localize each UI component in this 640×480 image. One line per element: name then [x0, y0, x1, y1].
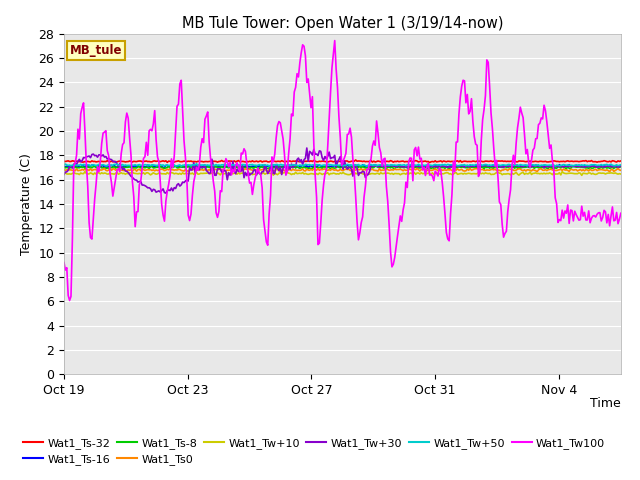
Wat1_Tw+10	[467, 171, 474, 177]
Wat1_Ts-16	[243, 164, 251, 170]
Wat1_Tw+50	[60, 162, 68, 168]
Wat1_Ts0	[281, 168, 289, 174]
Wat1_Tw100	[617, 210, 625, 216]
Wat1_Ts0	[467, 166, 474, 171]
Wat1_Tw100	[282, 172, 290, 178]
Wat1_Tw+10	[578, 172, 586, 178]
Line: Wat1_Tw+50: Wat1_Tw+50	[64, 164, 621, 166]
Text: Time: Time	[590, 396, 621, 409]
Wat1_Ts0	[410, 166, 418, 172]
Wat1_Ts-32	[412, 158, 419, 164]
Wat1_Ts0	[241, 166, 249, 172]
Wat1_Ts0	[606, 169, 614, 175]
Wat1_Tw+50	[413, 162, 421, 168]
Legend: Wat1_Ts-32, Wat1_Ts-16, Wat1_Ts-8, Wat1_Ts0, Wat1_Tw+10, Wat1_Tw+30, Wat1_Tw+50,: Wat1_Ts-32, Wat1_Ts-16, Wat1_Ts-8, Wat1_…	[19, 433, 610, 469]
Y-axis label: Temperature (C): Temperature (C)	[20, 153, 33, 255]
Wat1_Tw100	[468, 96, 476, 102]
Wat1_Tw+10	[463, 171, 471, 177]
Wat1_Ts-16	[127, 164, 135, 169]
Wat1_Tw+30	[617, 163, 625, 169]
Wat1_Ts-8	[463, 165, 471, 170]
Line: Wat1_Ts-8: Wat1_Ts-8	[64, 166, 621, 169]
Wat1_Tw+30	[60, 171, 68, 177]
Wat1_Ts0	[60, 167, 68, 173]
Wat1_Tw+50	[266, 163, 273, 169]
Wat1_Tw+30	[162, 190, 170, 196]
Wat1_Ts-32	[241, 159, 249, 165]
Wat1_Tw+30	[282, 162, 290, 168]
Wat1_Ts-32	[60, 158, 68, 164]
Wat1_Ts-8	[480, 167, 488, 172]
Wat1_Ts-16	[617, 163, 625, 169]
Wat1_Tw+50	[193, 161, 200, 167]
Wat1_Ts0	[463, 166, 471, 172]
Wat1_Tw+10	[60, 171, 68, 177]
Line: Wat1_Ts-32: Wat1_Ts-32	[64, 160, 621, 163]
Wat1_Tw+30	[303, 145, 310, 151]
Wat1_Tw+30	[465, 164, 472, 170]
Wat1_Tw100	[66, 298, 74, 303]
Wat1_Ts-8	[617, 164, 625, 169]
Wat1_Ts-8	[467, 165, 474, 170]
Wat1_Ts-32	[468, 159, 476, 165]
Wat1_Ts-16	[413, 164, 421, 170]
Wat1_Ts-8	[172, 163, 179, 169]
Wat1_Ts-16	[403, 165, 411, 171]
Wat1_Ts0	[413, 166, 421, 171]
Line: Wat1_Tw+10: Wat1_Tw+10	[64, 172, 621, 175]
Wat1_Tw+50	[617, 162, 625, 168]
Title: MB Tule Tower: Open Water 1 (3/19/14-now): MB Tule Tower: Open Water 1 (3/19/14-now…	[182, 16, 503, 31]
Line: Wat1_Ts0: Wat1_Ts0	[64, 168, 621, 172]
Line: Wat1_Tw+30: Wat1_Tw+30	[64, 148, 621, 193]
Wat1_Ts-32	[465, 158, 472, 164]
Wat1_Ts-8	[412, 164, 419, 170]
Wat1_Ts-8	[243, 164, 251, 169]
Wat1_Tw100	[331, 38, 339, 44]
Wat1_Tw+10	[282, 170, 290, 176]
Wat1_Ts-8	[127, 165, 135, 171]
Wat1_Tw+50	[127, 162, 135, 168]
Wat1_Ts-32	[281, 159, 289, 165]
Wat1_Tw+50	[243, 162, 251, 168]
Wat1_Ts-16	[468, 164, 476, 170]
Wat1_Tw+30	[468, 163, 476, 169]
Wat1_Ts-8	[282, 164, 290, 170]
Wat1_Tw+30	[413, 163, 421, 168]
Line: Wat1_Tw100: Wat1_Tw100	[64, 41, 621, 300]
Text: MB_tule: MB_tule	[70, 44, 122, 57]
Line: Wat1_Ts-16: Wat1_Ts-16	[64, 164, 621, 168]
Wat1_Tw100	[465, 111, 472, 117]
Wat1_Tw+10	[617, 171, 625, 177]
Wat1_Ts-16	[169, 161, 177, 167]
Wat1_Tw+10	[129, 169, 136, 175]
Wat1_Tw100	[413, 153, 421, 159]
Wat1_Ts-32	[127, 158, 135, 164]
Wat1_Ts-32	[352, 157, 360, 163]
Wat1_Tw+30	[127, 173, 135, 179]
Wat1_Tw+10	[243, 171, 251, 177]
Wat1_Tw100	[129, 179, 136, 184]
Wat1_Tw+10	[412, 171, 419, 177]
Wat1_Ts0	[127, 167, 135, 173]
Wat1_Ts-32	[617, 158, 625, 164]
Wat1_Tw100	[60, 260, 68, 265]
Wat1_Ts0	[617, 168, 625, 173]
Wat1_Ts-8	[60, 164, 68, 170]
Wat1_Tw+10	[81, 169, 89, 175]
Wat1_Ts-16	[282, 164, 290, 169]
Wat1_Ts-16	[60, 164, 68, 170]
Wat1_Tw+50	[465, 163, 472, 168]
Wat1_Tw+30	[243, 173, 251, 179]
Wat1_Tw100	[243, 161, 251, 167]
Wat1_Tw+50	[468, 162, 476, 168]
Wat1_Tw+50	[284, 162, 291, 168]
Wat1_Ts-16	[465, 164, 472, 169]
Wat1_Ts-32	[426, 160, 433, 166]
